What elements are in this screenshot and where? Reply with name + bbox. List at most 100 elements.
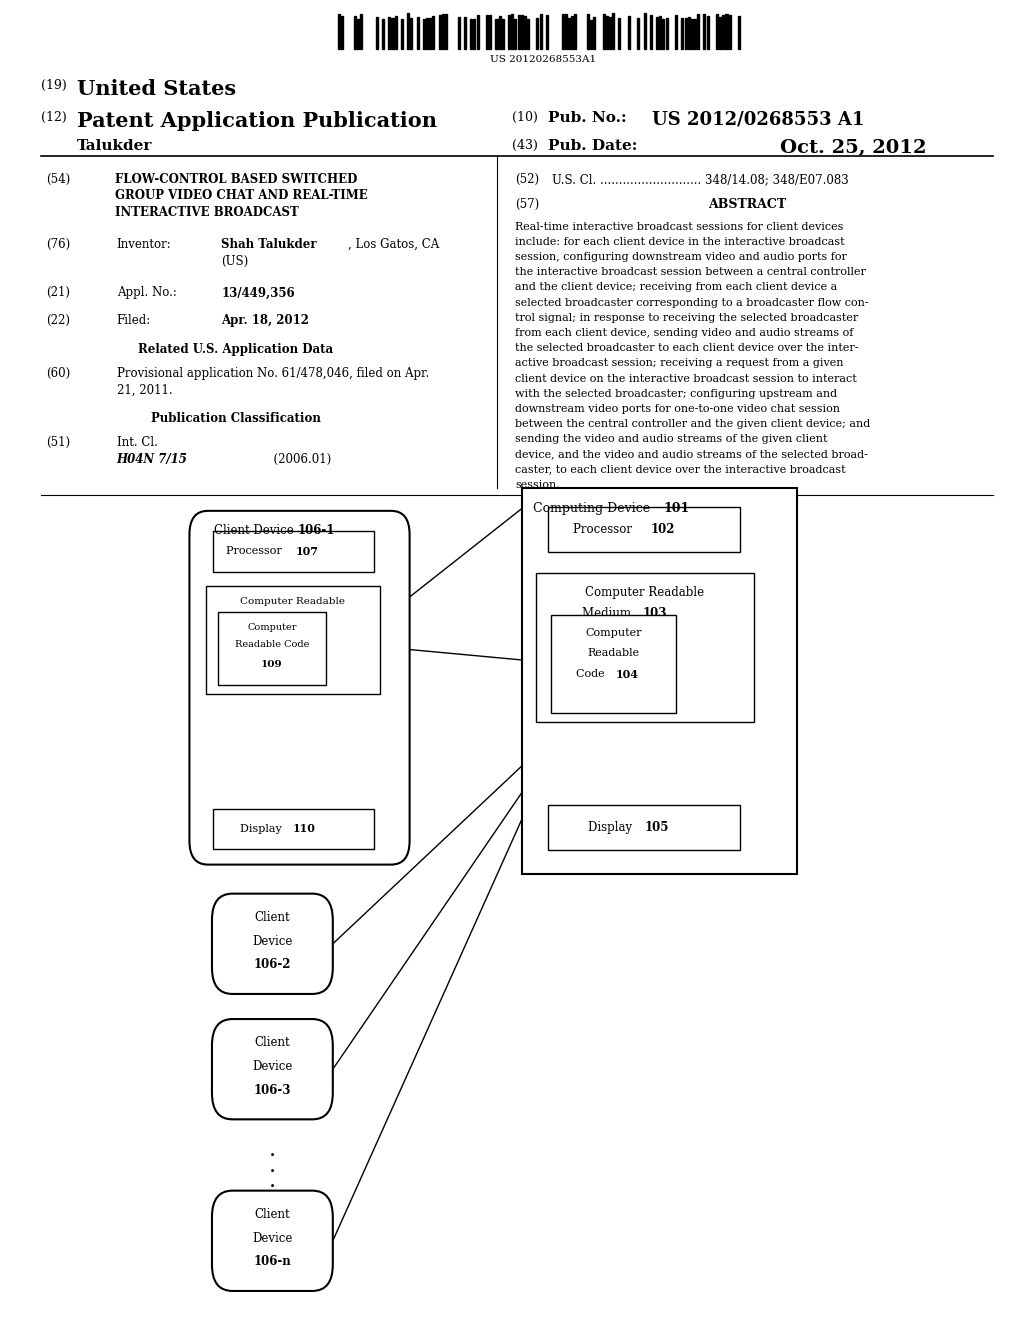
Bar	[213, 531, 374, 572]
Text: (43): (43)	[512, 139, 538, 152]
Text: the selected broadcaster to each client device over the inter-: the selected broadcaster to each client …	[515, 343, 858, 354]
Text: 106-n: 106-n	[254, 1255, 291, 1269]
Text: US 20120268553A1: US 20120268553A1	[489, 55, 596, 65]
Bar	[548, 507, 740, 552]
Text: selected broadcaster corresponding to a broadcaster flow con-: selected broadcaster corresponding to a …	[515, 298, 868, 308]
Text: Pub. Date:: Pub. Date:	[548, 139, 637, 153]
Bar	[486, 15, 488, 49]
Bar	[356, 20, 358, 49]
Bar	[546, 15, 548, 49]
Bar	[602, 13, 604, 49]
Bar	[537, 17, 539, 49]
Bar	[458, 17, 460, 49]
Bar	[470, 18, 472, 49]
Text: Readable Code: Readable Code	[234, 640, 309, 649]
Text: Filed:: Filed:	[117, 314, 151, 327]
Text: H04N 7/15: H04N 7/15	[117, 453, 187, 466]
Text: active broadcast session; receiving a request from a given: active broadcast session; receiving a re…	[515, 359, 844, 368]
Bar	[551, 615, 676, 713]
Bar	[663, 18, 665, 49]
Bar	[401, 18, 403, 49]
Bar	[656, 17, 658, 49]
Text: US 2012/0268553 A1: US 2012/0268553 A1	[652, 111, 864, 129]
Text: Device: Device	[252, 935, 293, 948]
Bar	[508, 15, 510, 49]
Text: Appl. No.:: Appl. No.:	[117, 286, 176, 300]
Bar	[587, 15, 589, 49]
Bar	[360, 15, 362, 49]
Bar	[388, 17, 390, 49]
Bar	[650, 15, 652, 49]
Bar	[716, 13, 718, 49]
Text: 13/449,356: 13/449,356	[221, 286, 295, 300]
Bar	[688, 17, 690, 49]
Text: Computer: Computer	[585, 628, 642, 639]
Bar	[417, 17, 419, 49]
Text: Inventor:: Inventor:	[117, 238, 171, 251]
Bar	[574, 15, 577, 49]
Text: Talukder: Talukder	[77, 139, 153, 153]
FancyBboxPatch shape	[212, 1019, 333, 1119]
Bar	[426, 18, 428, 49]
Bar	[411, 17, 413, 49]
Text: (US): (US)	[221, 255, 249, 268]
Bar	[675, 16, 677, 49]
Text: .: .	[269, 1171, 275, 1192]
Bar	[703, 15, 706, 49]
Text: ABSTRACT: ABSTRACT	[709, 198, 786, 211]
Bar	[697, 15, 699, 49]
Text: Apr. 18, 2012: Apr. 18, 2012	[221, 314, 309, 327]
Bar	[496, 18, 498, 49]
Text: Provisional application No. 61/478,046, filed on Apr.: Provisional application No. 61/478,046, …	[117, 367, 429, 380]
Text: (54): (54)	[46, 173, 71, 186]
Text: session, configuring downstream video and audio ports for: session, configuring downstream video an…	[515, 252, 847, 263]
Text: 103: 103	[643, 607, 668, 620]
Text: Readable: Readable	[588, 648, 639, 659]
Text: 101: 101	[664, 502, 690, 515]
Bar	[729, 16, 731, 49]
Text: downstream video ports for one-to-one video chat session: downstream video ports for one-to-one vi…	[515, 404, 840, 414]
Text: (10): (10)	[512, 111, 538, 124]
Text: session.: session.	[515, 480, 560, 490]
Text: (19): (19)	[41, 79, 67, 92]
Bar	[681, 18, 683, 49]
Bar	[473, 18, 475, 49]
Text: Medium: Medium	[239, 615, 285, 624]
Bar	[514, 18, 516, 49]
Text: between the central controller and the given client device; and: between the central controller and the g…	[515, 420, 870, 429]
Bar	[423, 20, 425, 49]
Text: (76): (76)	[46, 238, 71, 251]
Bar	[561, 15, 563, 49]
Bar	[593, 17, 595, 49]
Bar	[606, 16, 608, 49]
Text: INTERACTIVE BROADCAST: INTERACTIVE BROADCAST	[115, 206, 298, 219]
Text: 109: 109	[261, 660, 283, 669]
Bar	[527, 20, 529, 49]
Text: Medium: Medium	[582, 607, 635, 620]
Bar	[382, 18, 384, 49]
Text: Device: Device	[252, 1232, 293, 1245]
Text: Computer Readable: Computer Readable	[585, 586, 705, 599]
Text: (12): (12)	[41, 111, 67, 124]
Text: Computer: Computer	[247, 623, 297, 632]
Bar	[429, 17, 431, 49]
Text: Publication Classification: Publication Classification	[151, 412, 321, 425]
Bar	[548, 805, 740, 850]
Text: (21): (21)	[46, 286, 70, 300]
Text: include: for each client device in the interactive broadcast: include: for each client device in the i…	[515, 238, 845, 247]
Bar	[609, 17, 611, 49]
Bar	[568, 18, 570, 49]
Bar	[524, 16, 526, 49]
Bar	[517, 15, 519, 49]
Text: Oct. 25, 2012: Oct. 25, 2012	[780, 139, 927, 157]
Bar	[338, 13, 340, 49]
Text: caster, to each client device over the interactive broadcast: caster, to each client device over the i…	[515, 465, 846, 475]
Text: Client Device: Client Device	[214, 524, 297, 537]
Text: FLOW-CONTROL BASED SWITCHED: FLOW-CONTROL BASED SWITCHED	[115, 173, 357, 186]
Text: (60): (60)	[46, 367, 71, 380]
Text: the interactive broadcast session between a central controller: the interactive broadcast session betwee…	[515, 267, 866, 277]
Text: with the selected broadcaster; configuring upstream and: with the selected broadcaster; configuri…	[515, 388, 838, 399]
Text: Int. Cl.: Int. Cl.	[117, 436, 158, 449]
Text: 108: 108	[292, 615, 313, 624]
Text: Computing Device: Computing Device	[534, 502, 654, 515]
